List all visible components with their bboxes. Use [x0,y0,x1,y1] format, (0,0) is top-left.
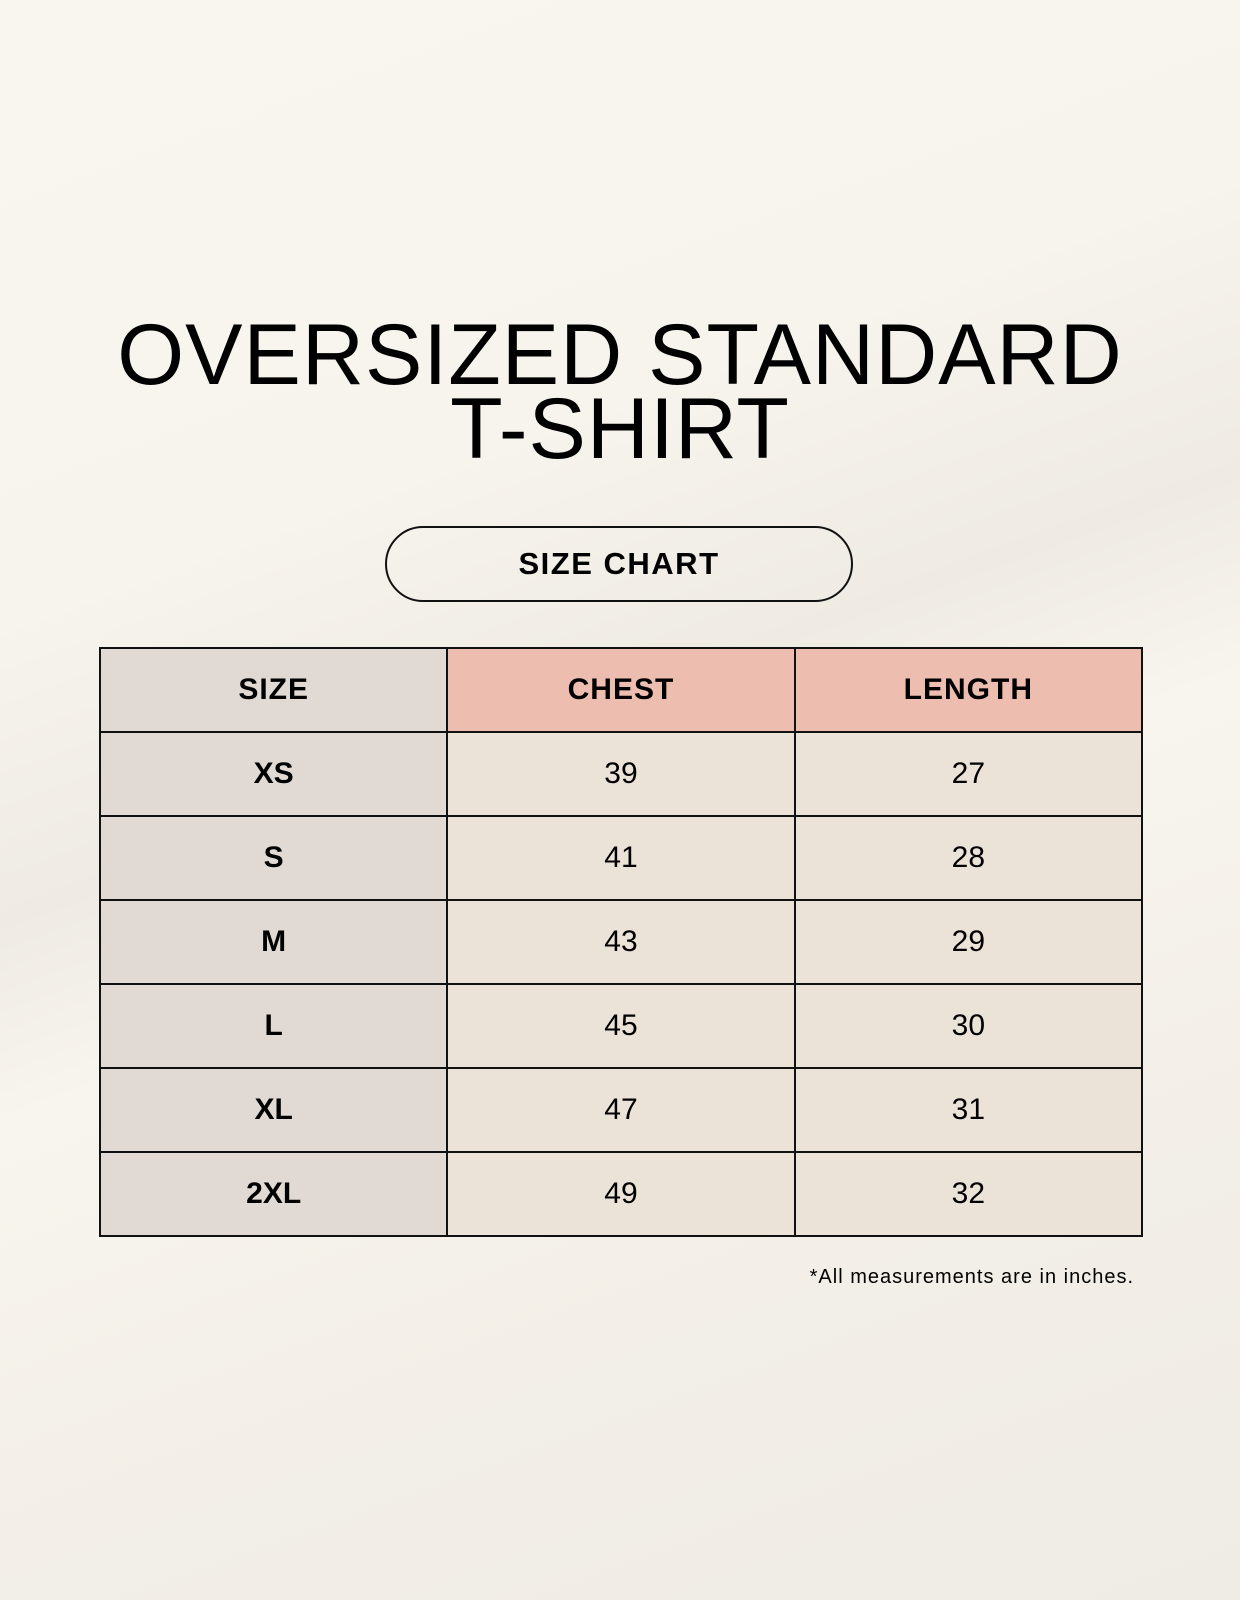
cell-size: S [98,815,449,901]
cell-chest: 41 [446,815,796,901]
title-line-1: OVERSIZED STANDARD [117,307,1123,403]
cell-chest: 43 [446,899,796,985]
table-row: XS 39 27 [98,731,1144,817]
header-chest: CHEST [446,647,796,733]
cell-size: L [98,983,449,1069]
cell-length: 27 [793,731,1144,817]
table-row: M 43 29 [98,899,1144,985]
page-title: OVERSIZED STANDARD T-SHIRT [0,307,1240,477]
table-header-row: SIZE CHEST LENGTH [98,647,1144,733]
table-row: XL 47 31 [98,1067,1144,1153]
cell-length: 28 [793,815,1144,901]
cell-size: XL [98,1067,449,1153]
table-row: S 41 28 [98,815,1144,901]
header-length: LENGTH [793,647,1144,733]
cell-chest: 47 [446,1067,796,1153]
cell-chest: 45 [446,983,796,1069]
header-size: SIZE [98,647,449,733]
cell-length: 31 [793,1067,1144,1153]
cell-length: 30 [793,983,1144,1069]
cell-chest: 39 [446,731,796,817]
cell-size: XS [98,731,449,817]
cell-length: 29 [793,899,1144,985]
table-row: 2XL 49 32 [98,1151,1144,1237]
cell-size: M [98,899,449,985]
table-row: L 45 30 [98,983,1144,1069]
cell-size: 2XL [98,1151,449,1237]
title-line-2: T-SHIRT [450,381,790,477]
size-table: SIZE CHEST LENGTH XS 39 27 S 41 28 M 43 29 L 45 30 X… [98,647,1144,1237]
cell-length: 32 [793,1151,1144,1237]
size-chart-badge: SIZE CHART [385,526,853,602]
measurement-note: *All measurements are in inches. [809,1266,1134,1288]
cell-chest: 49 [446,1151,796,1237]
